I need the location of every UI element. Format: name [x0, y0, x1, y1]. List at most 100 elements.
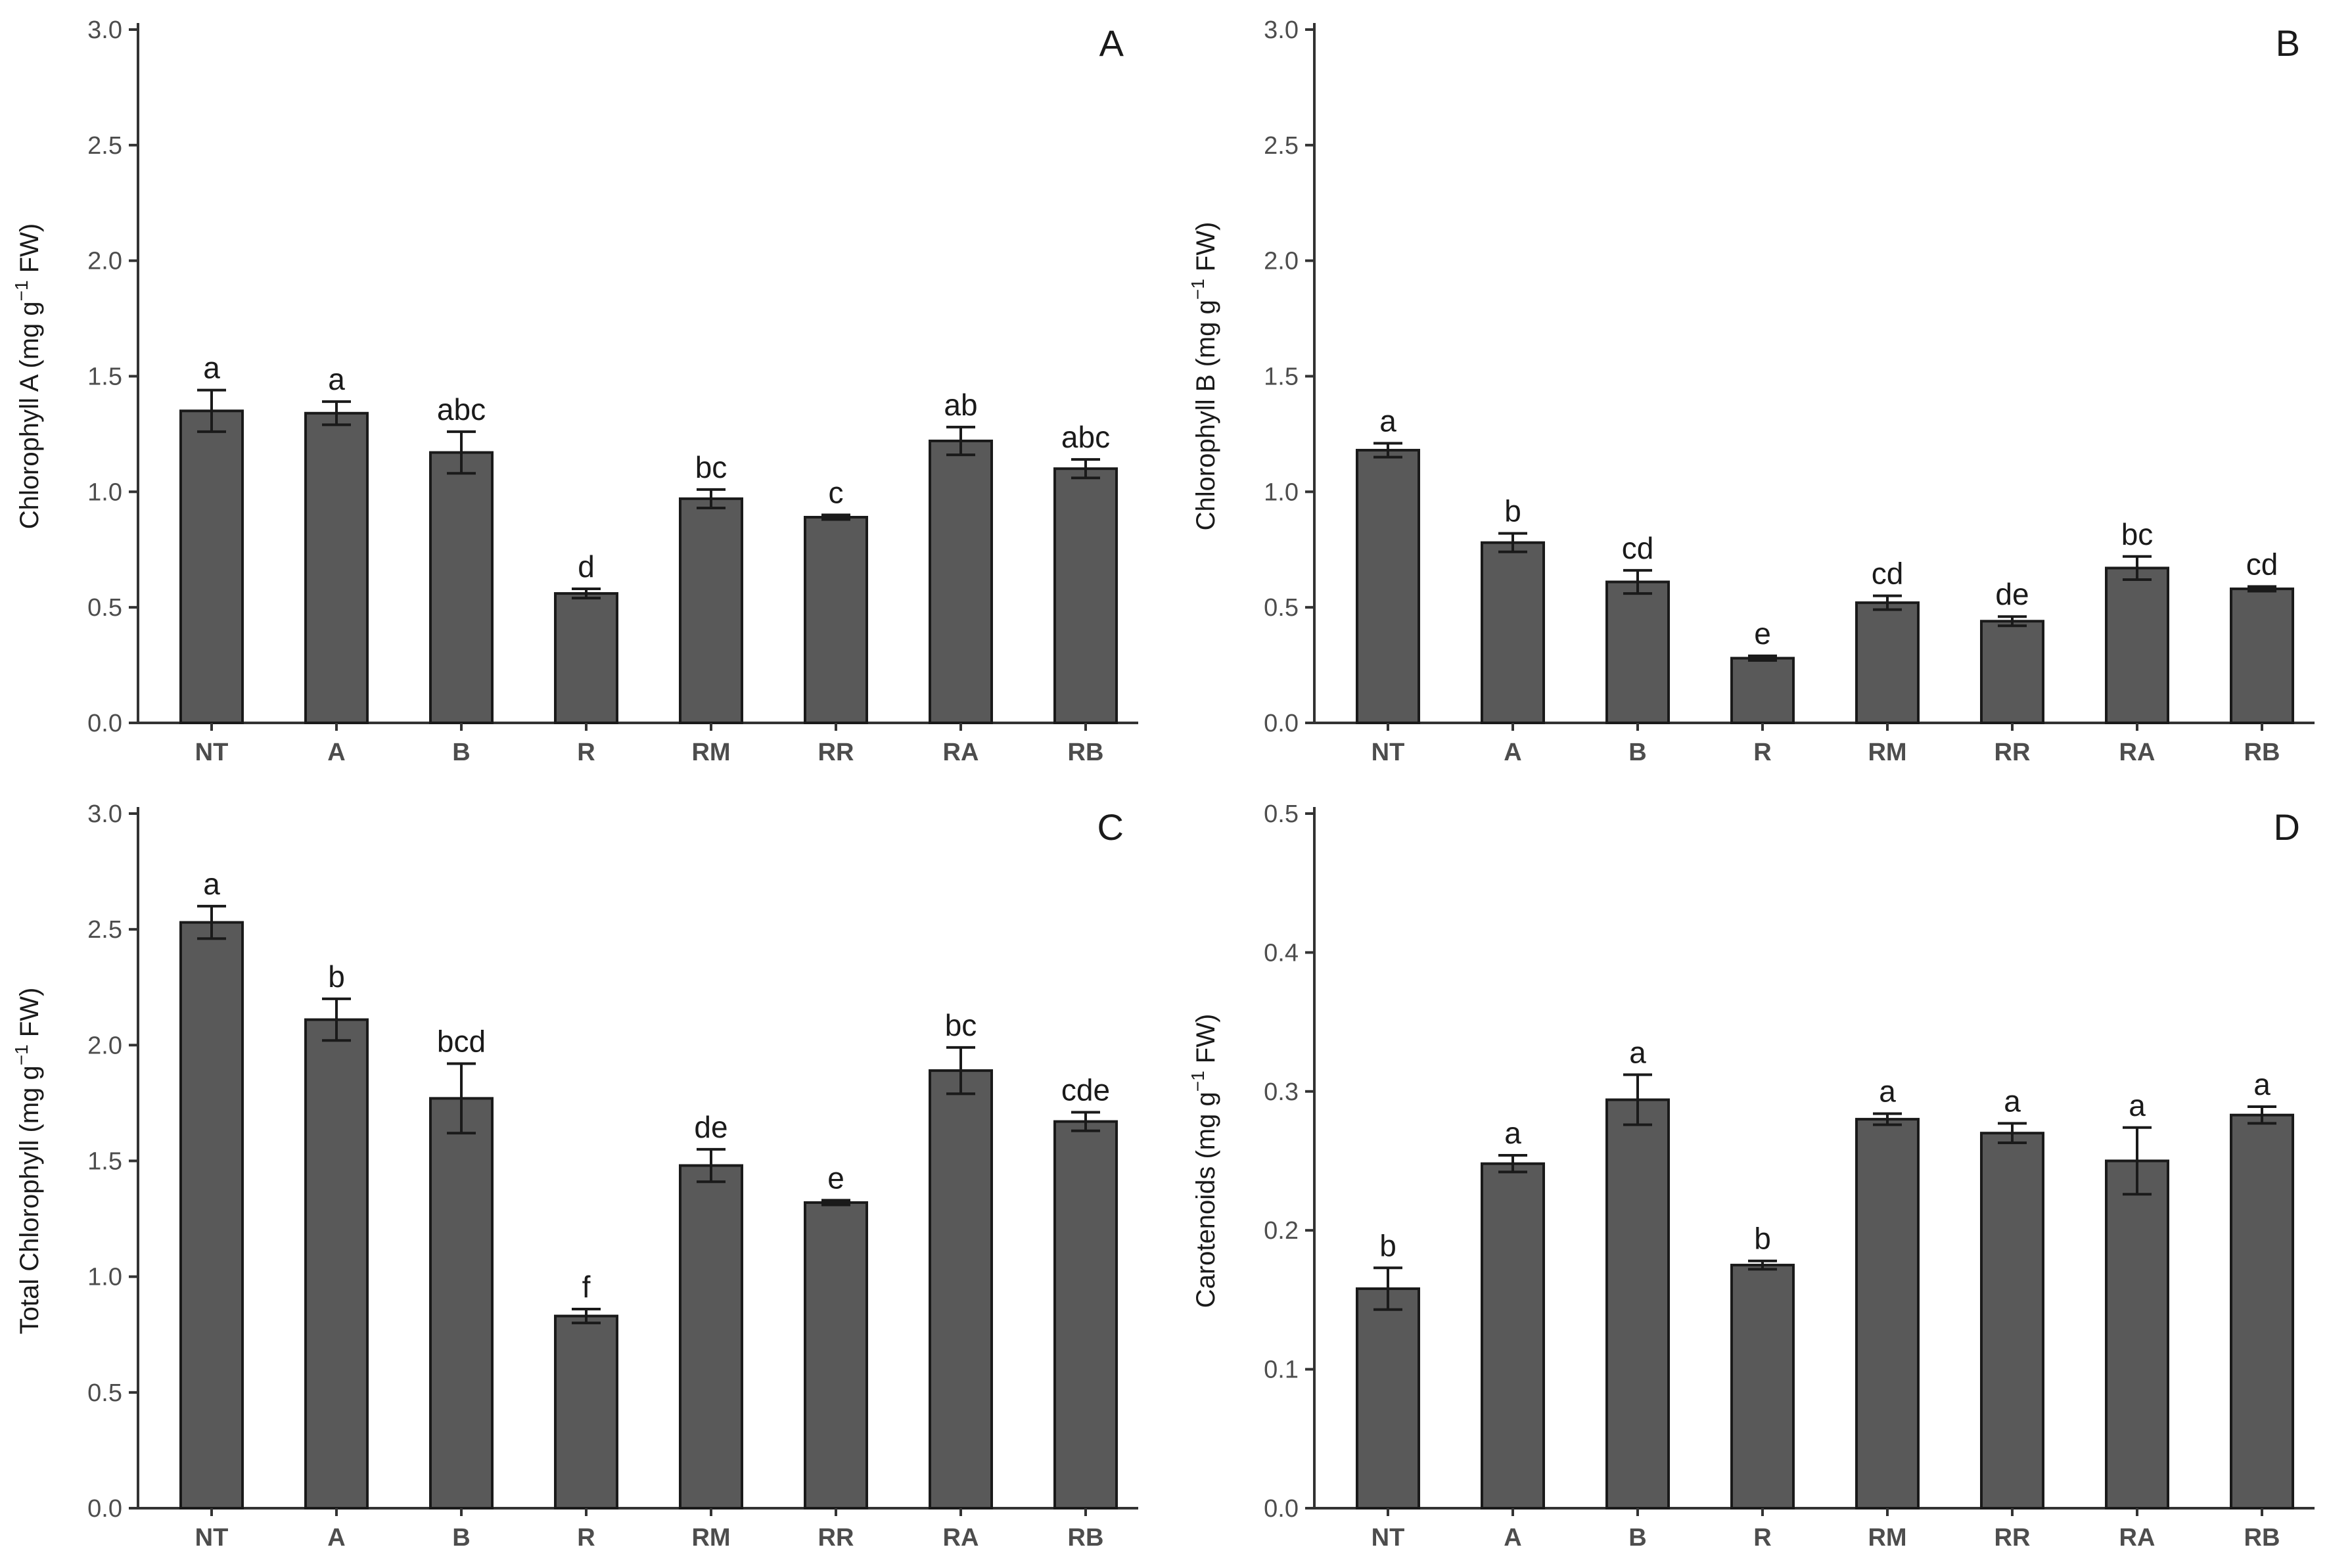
x-tick-label: RA [943, 1524, 979, 1552]
error-bar [1623, 1073, 1652, 1126]
significance-letter: a [328, 362, 345, 396]
error-bar [322, 400, 351, 427]
significance-letter: a [1879, 1074, 1896, 1109]
y-tick-label: 1.5 [87, 363, 122, 391]
x-tick-label: R [1753, 1524, 1771, 1552]
x-tick-label: A [1504, 1524, 1521, 1552]
y-tick-label: 0.4 [1264, 939, 1299, 967]
significance-letter: bc [2121, 517, 2154, 551]
error-bar [572, 1307, 601, 1325]
x-tick-label: RA [943, 739, 979, 766]
bar-a [1481, 1162, 1545, 1510]
error-bar [1623, 568, 1652, 595]
bar-rr [804, 516, 868, 724]
error-bar [946, 1046, 975, 1095]
error-bar [197, 904, 226, 940]
panel-d: 0.0 0.1 0.2 0.3 0.4 0.5 Carotenoids (mg g−1 FW… [1188, 800, 2315, 1552]
x-tick-label: RR [818, 1524, 854, 1552]
bar-a [304, 411, 369, 724]
x-tick-label: R [1753, 739, 1771, 766]
y-tick-label: 2.0 [87, 1032, 122, 1059]
error-bar [447, 1062, 476, 1135]
y-tick-label: 3.0 [87, 16, 122, 44]
error-bar [447, 430, 476, 475]
x-tick-label: RR [1995, 739, 2031, 766]
bar-rm [1855, 1118, 1920, 1510]
significance-letter: f [582, 1270, 591, 1304]
y-tick-label: 1.0 [1264, 478, 1299, 506]
significance-letter: de [1995, 577, 2029, 611]
x-tick-label: NT [1372, 1524, 1405, 1552]
significance-letter: e [1754, 616, 1771, 651]
bar-rm [679, 1164, 743, 1510]
bar-rb [1053, 1120, 1118, 1510]
significance-letter: abc [1061, 420, 1110, 454]
y-tick-label: 2.0 [87, 248, 122, 275]
panel-letter: C [1097, 806, 1124, 848]
bar-b [1605, 580, 1670, 724]
x-tick-label: B [1628, 1524, 1646, 1552]
x-tick-label: RB [1068, 1524, 1104, 1552]
x-tick-label: R [577, 739, 595, 766]
bar-rr [1980, 1132, 2044, 1510]
y-tick-label: 0.5 [87, 1379, 122, 1407]
panel-b: 0.0 0.5 1.0 1.5 2.0 2.5 3.0 Chlorophyll B (mg g… [1188, 16, 2315, 766]
bar-rb [1053, 467, 1118, 725]
panel-c: 0.0 0.5 1.0 1.5 2.0 2.5 3.0 Total Chlorophyll (… [11, 800, 1138, 1552]
bar-r [554, 592, 618, 724]
significance-letter: a [1629, 1035, 1646, 1069]
bar-r [554, 1314, 618, 1510]
panel-letter: A [1099, 22, 1124, 64]
bar-rr [804, 1201, 868, 1510]
significance-letter: abc [437, 392, 486, 427]
error-bar [946, 425, 975, 457]
y-tick-label: 1.0 [87, 478, 122, 506]
bar-rr [1980, 620, 2044, 724]
y-tick-label: 3.0 [87, 800, 122, 828]
significance-letter: bc [945, 1008, 977, 1042]
error-bar [821, 1199, 850, 1207]
y-tick-label: 1.5 [1264, 363, 1299, 391]
error-bar [1373, 1266, 1402, 1311]
error-bar [197, 388, 226, 433]
x-tick-label: RR [818, 739, 854, 766]
error-bar [1373, 442, 1402, 459]
y-tick-label: 0.5 [1264, 800, 1299, 828]
x-tick-label: NT [195, 1524, 229, 1552]
y-tick-label: 0.0 [87, 710, 122, 737]
significance-letter: a [2004, 1084, 2021, 1118]
y-tick-label: 3.0 [1264, 16, 1299, 44]
error-bar [1498, 532, 1527, 553]
significance-letter: d [578, 549, 595, 584]
y-axis-title: Chlorophyll A (mg g−1 FW) [11, 223, 44, 529]
bar-r [1730, 657, 1795, 724]
error-bar [2123, 1126, 2152, 1196]
y-tick-label: 0.5 [1264, 594, 1299, 622]
y-tick-label: 0.1 [1264, 1356, 1299, 1384]
y-tick-label: 1.0 [87, 1264, 122, 1291]
bar-ra [929, 1069, 993, 1510]
significance-letter: cd [1872, 557, 1904, 591]
x-tick-label: NT [1372, 739, 1405, 766]
error-bar [1498, 1154, 1527, 1174]
significance-letter: b [1504, 494, 1521, 528]
x-tick-label: RB [1068, 739, 1104, 766]
significance-letter: a [2253, 1067, 2271, 1101]
y-tick-label: 2.0 [1264, 248, 1299, 275]
error-bar [1748, 1259, 1777, 1271]
x-tick-label: RM [1868, 1524, 1906, 1552]
significance-letter: a [1379, 404, 1396, 438]
y-axis-title: Carotenoids (mg g−1 FW) [1188, 1014, 1220, 1308]
error-bar [697, 488, 726, 509]
error-bar [2248, 1105, 2276, 1125]
bar-rb [2230, 1113, 2294, 1510]
error-bar [2248, 585, 2276, 593]
bar-b [429, 451, 494, 724]
error-bar [1071, 1111, 1100, 1132]
y-tick-label: 2.5 [1264, 132, 1299, 160]
significance-letter: a [203, 867, 220, 901]
bar-nt [179, 921, 244, 1510]
error-bar [1998, 1122, 2027, 1145]
x-tick-label: RR [1995, 1524, 2031, 1552]
